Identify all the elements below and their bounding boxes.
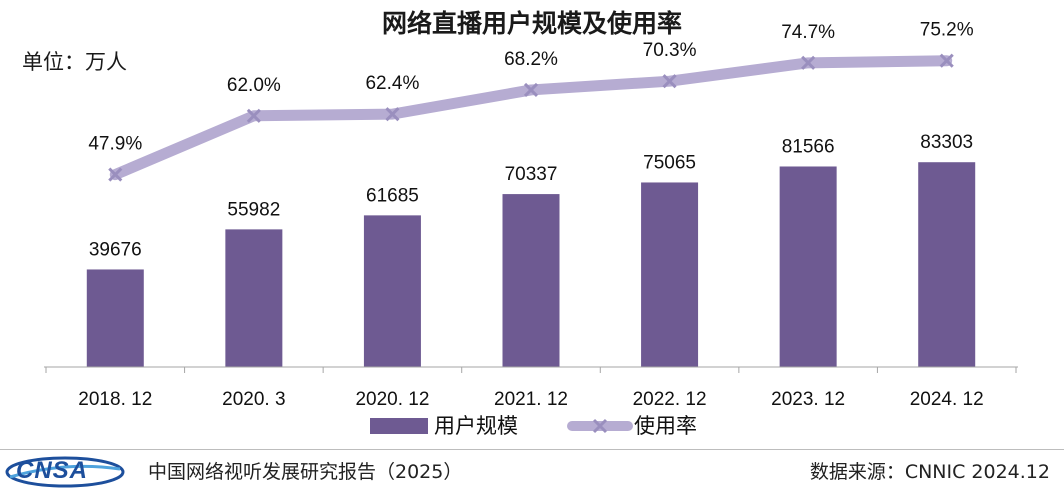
usage-rate-point [385, 107, 400, 122]
usage-rate-label: 68.2% [504, 49, 558, 70]
usage-rate-label: 70.3% [643, 40, 697, 61]
x-tick-label: 2020. 12 [355, 389, 429, 410]
usage-rate-point [246, 108, 261, 123]
bar-6 [779, 166, 837, 367]
bar-1 [86, 269, 144, 367]
usage-rate-point [801, 55, 816, 70]
point-marker [662, 74, 677, 89]
bar-value-label: 55982 [227, 199, 280, 220]
bar-7 [918, 162, 976, 367]
point-marker [801, 55, 816, 70]
bar-value-label: 75065 [643, 152, 696, 173]
usage-rate-label: 62.0% [227, 75, 281, 96]
report-source: 中国网络视听发展研究报告（2025） [148, 461, 463, 483]
bar-value-label: 39676 [89, 239, 142, 260]
usage-rate-label: 75.2% [920, 20, 974, 41]
unit-label: 单位：万人 [22, 50, 127, 74]
bar-4 [502, 194, 560, 367]
point-marker [246, 108, 261, 123]
bar-value-label: 61685 [366, 185, 419, 206]
usage-rate-point [662, 74, 677, 89]
legend-line-label: 使用率 [634, 414, 697, 438]
point-marker [939, 53, 954, 68]
usage-rate-point [108, 167, 123, 182]
bar-value-label: 70337 [505, 164, 558, 185]
bar-5 [641, 182, 699, 367]
data-source: 数据来源：CNNIC 2024.12 [809, 461, 1050, 483]
usage-rate-point [939, 53, 954, 68]
legend-line-marker [592, 418, 608, 434]
chart: 网络直播用户规模及使用率 单位：万人 39676 55982 61685 70337 7… [22, 9, 1018, 438]
footer-divider [0, 449, 1064, 450]
logo-text: CNSA [16, 457, 89, 484]
legend-bar-label: 用户规模 [434, 414, 518, 438]
x-tick-label: 2020. 3 [222, 389, 285, 410]
usage-rate-label: 47.9% [88, 134, 142, 155]
cnsa-logo: CNSA [4, 455, 126, 489]
x-tick-label: 2022. 12 [633, 389, 707, 410]
x-tick-label: 2021. 12 [494, 389, 568, 410]
bar-value-label: 81566 [782, 136, 835, 157]
x-tick-label: 2024. 12 [910, 389, 984, 410]
usage-rate-label: 62.4% [365, 73, 419, 94]
point-marker [108, 167, 123, 182]
bar-value-label: 83303 [920, 132, 973, 153]
chart-title: 网络直播用户规模及使用率 [382, 9, 682, 38]
point-marker [523, 82, 539, 97]
bar-3 [363, 215, 421, 367]
usage-rate-label: 74.7% [781, 22, 835, 43]
x-tick-label: 2018. 12 [78, 389, 152, 410]
usage-rate-point [523, 82, 539, 97]
point-marker [385, 107, 400, 122]
bar-2 [225, 229, 283, 367]
x-tick-label: 2023. 12 [771, 389, 845, 410]
legend-bar-swatch [370, 418, 428, 434]
